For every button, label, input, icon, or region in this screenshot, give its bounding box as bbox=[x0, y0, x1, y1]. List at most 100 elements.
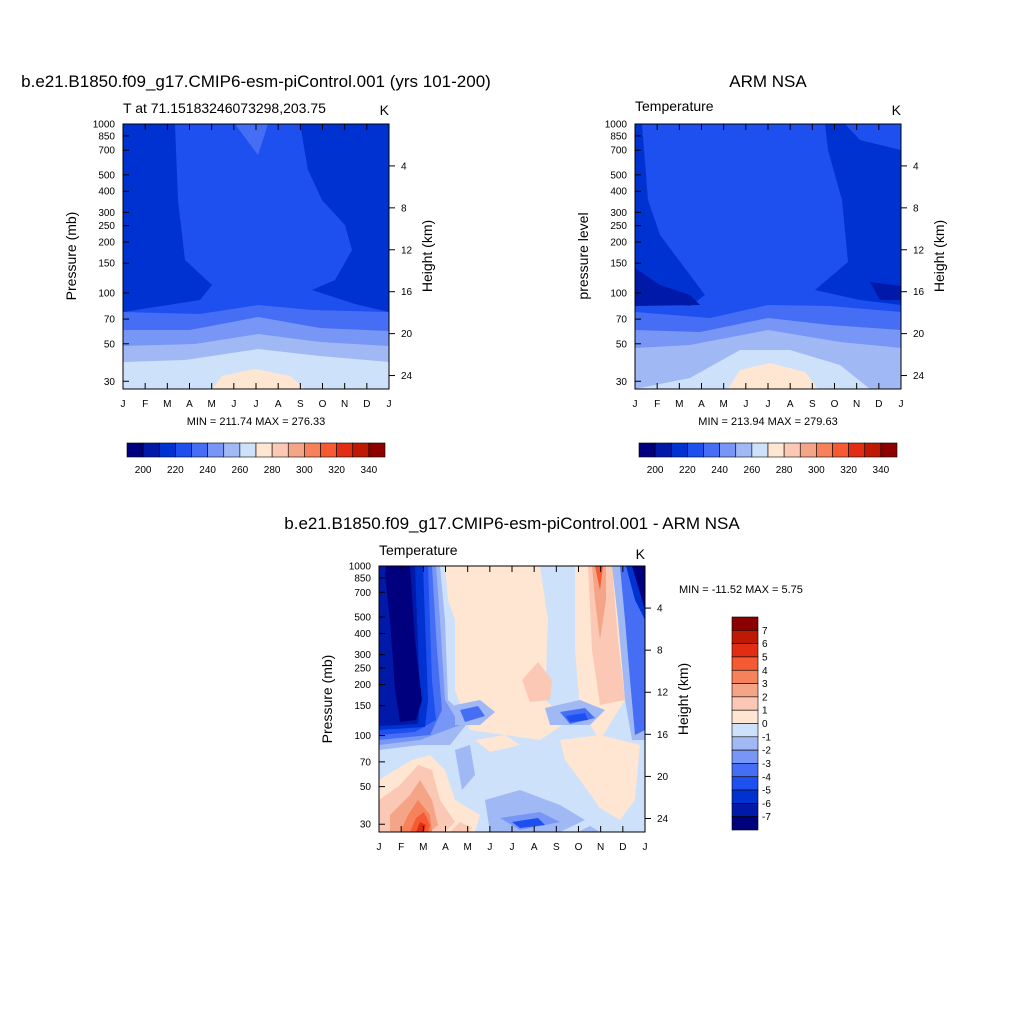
y2-tick-label: 20 bbox=[657, 772, 669, 783]
y-tick-label: 250 bbox=[98, 221, 115, 232]
x-tick-label: N bbox=[341, 399, 348, 410]
y-tick-label: 300 bbox=[354, 650, 371, 661]
y-tick-label: 50 bbox=[360, 782, 372, 793]
colorbar-swatch bbox=[191, 442, 208, 458]
panel-subtitle: Temperature bbox=[635, 98, 714, 114]
y-tick-label: 150 bbox=[98, 259, 115, 270]
y-axis-label: Pressure (mb) bbox=[63, 212, 79, 301]
units-label: K bbox=[380, 102, 390, 118]
x-tick-label: M bbox=[463, 842, 471, 853]
colorbar: 7 6 5 4 3 2 1 0 -1 -2 -3 -4 -5 -6 -7 bbox=[731, 616, 771, 831]
y-axis-label: pressure level bbox=[575, 212, 591, 299]
colorbar-swatch bbox=[731, 763, 759, 778]
colorbar-label: 340 bbox=[873, 465, 890, 476]
y-tick-label: 400 bbox=[354, 629, 371, 640]
colorbar-swatch bbox=[864, 442, 882, 458]
colorbar-swatch bbox=[848, 442, 866, 458]
y-tick-label: 200 bbox=[354, 680, 371, 691]
y2-tick-label: 8 bbox=[401, 203, 407, 214]
colorbar-swatch bbox=[832, 442, 849, 458]
y2-axis-label: Height (km) bbox=[419, 220, 435, 292]
y-tick-label: 500 bbox=[610, 170, 627, 181]
y-tick-label: 100 bbox=[354, 731, 371, 742]
colorbar-swatch bbox=[287, 442, 305, 458]
colorbar-label: 200 bbox=[647, 465, 664, 476]
y-tick-label: 70 bbox=[360, 757, 372, 768]
colorbar-swatch bbox=[767, 442, 785, 458]
colorbar-label: 220 bbox=[679, 465, 696, 476]
y-tick-label: 700 bbox=[610, 146, 627, 157]
y2-tick-label: 12 bbox=[913, 245, 925, 256]
colorbar-swatch bbox=[731, 776, 759, 791]
y2-axis-label: Height (km) bbox=[675, 663, 691, 735]
y-tick-label: 30 bbox=[104, 377, 116, 388]
colorbar-swatch bbox=[816, 442, 833, 458]
x-tick-label: F bbox=[142, 399, 148, 410]
contour-field bbox=[635, 124, 901, 389]
colorbar-swatch bbox=[783, 442, 801, 458]
colorbar-label: 7 bbox=[762, 626, 768, 637]
colorbar-label: 320 bbox=[840, 465, 857, 476]
y-tick-label: 500 bbox=[98, 170, 115, 181]
colorbar-swatch bbox=[271, 442, 289, 458]
colorbar-label: 320 bbox=[328, 465, 345, 476]
colorbar-swatch bbox=[731, 683, 759, 698]
colorbar-swatch bbox=[320, 442, 337, 458]
colorbar-swatch bbox=[731, 816, 759, 831]
x-tick-label: A bbox=[275, 399, 282, 410]
x-tick-label: M bbox=[207, 399, 215, 410]
colorbar-swatch bbox=[687, 442, 704, 458]
colorbar-label: -5 bbox=[762, 786, 771, 797]
x-tick-label: S bbox=[809, 399, 816, 410]
x-tick-label: J bbox=[643, 842, 648, 853]
x-tick-label: J bbox=[377, 842, 382, 853]
colorbar-label: 0 bbox=[762, 719, 768, 730]
panel-title: b.e21.B1850.f09_g17.CMIP6-esm-piControl.… bbox=[284, 514, 740, 533]
x-tick-label: A bbox=[531, 842, 538, 853]
x-tick-label: J bbox=[487, 842, 492, 853]
x-tick-label: S bbox=[553, 842, 560, 853]
y2-tick-label: 20 bbox=[913, 329, 925, 340]
colorbar-swatch bbox=[731, 736, 759, 751]
y-tick-label: 850 bbox=[98, 131, 115, 142]
y-axis-label: Pressure (mb) bbox=[319, 655, 335, 744]
x-tick-label: J bbox=[510, 842, 515, 853]
y2-tick-label: 12 bbox=[401, 245, 413, 256]
panel-title: b.e21.B1850.f09_g17.CMIP6-esm-piControl.… bbox=[21, 72, 491, 91]
min-max-stats: MIN = -11.52 MAX = 5.75 bbox=[679, 584, 803, 596]
y-tick-label: 400 bbox=[610, 187, 627, 198]
y-tick-label: 300 bbox=[610, 208, 627, 219]
y-tick-label: 50 bbox=[616, 339, 628, 350]
x-tick-label: F bbox=[398, 842, 404, 853]
y2-tick-label: 16 bbox=[657, 730, 669, 741]
colorbar-label: -6 bbox=[762, 799, 771, 810]
y-tick-label: 700 bbox=[354, 588, 371, 599]
colorbar-swatch bbox=[142, 442, 160, 458]
y-tick-label: 1000 bbox=[93, 120, 116, 131]
colorbar-swatch bbox=[703, 442, 720, 458]
colorbar-label: -1 bbox=[762, 732, 771, 743]
colorbar-swatch bbox=[735, 442, 753, 458]
colorbar-label: 300 bbox=[296, 465, 313, 476]
x-tick-label: A bbox=[442, 842, 449, 853]
y-tick-label: 150 bbox=[354, 701, 371, 712]
y-tick-label: 200 bbox=[98, 238, 115, 249]
colorbar-label: 3 bbox=[762, 679, 768, 690]
colorbar-label: 1 bbox=[762, 706, 768, 717]
panel-title: ARM NSA bbox=[729, 72, 807, 91]
colorbar-swatch bbox=[731, 630, 759, 644]
colorbar-label: -7 bbox=[762, 812, 771, 823]
y-tick-label: 50 bbox=[104, 339, 116, 350]
colorbar-swatch bbox=[799, 442, 817, 458]
colorbar-swatch bbox=[654, 442, 672, 458]
colorbar-label: 2 bbox=[762, 692, 768, 703]
y-tick-label: 1000 bbox=[349, 562, 372, 573]
colorbar-swatch bbox=[239, 442, 257, 458]
x-tick-label: N bbox=[597, 842, 604, 853]
units-label: K bbox=[636, 546, 646, 562]
contour-field bbox=[123, 124, 389, 389]
x-tick-label: J bbox=[743, 399, 748, 410]
y-tick-label: 100 bbox=[610, 288, 627, 299]
colorbar-label: 5 bbox=[762, 652, 768, 663]
colorbar-label: -3 bbox=[762, 759, 771, 770]
